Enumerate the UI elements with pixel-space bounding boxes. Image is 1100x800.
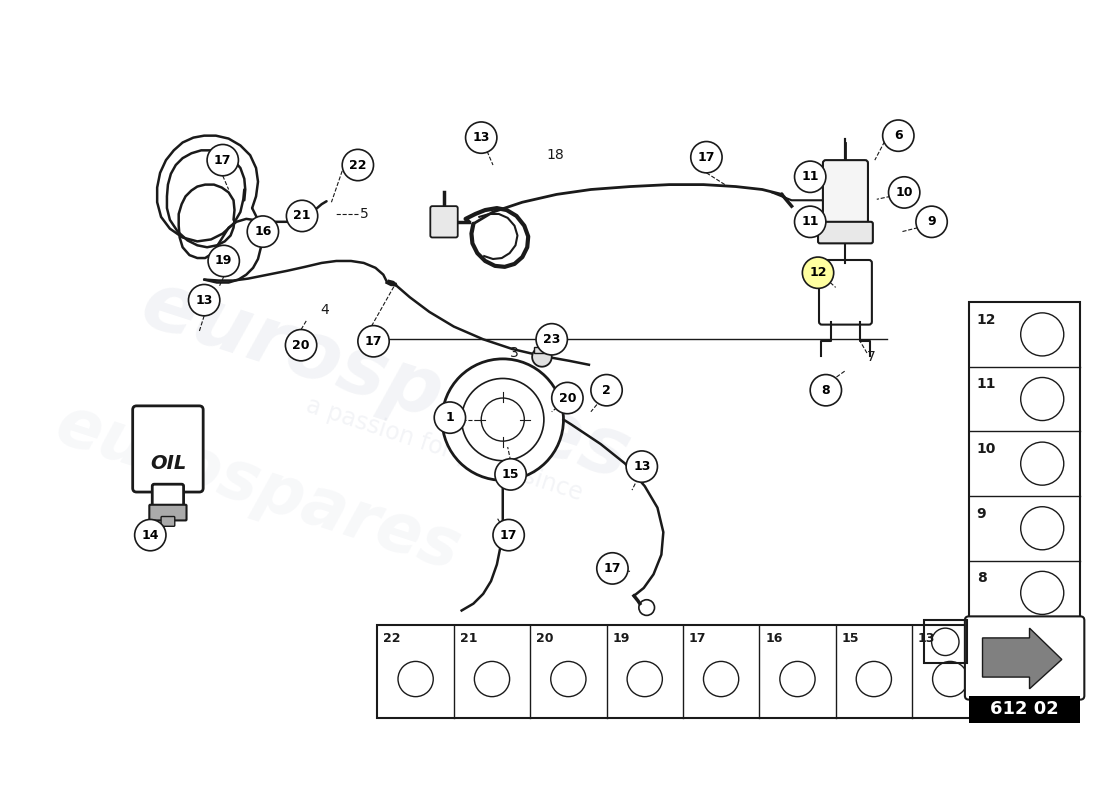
Circle shape: [597, 553, 628, 584]
Text: 12: 12: [977, 313, 997, 326]
Circle shape: [552, 382, 583, 414]
Text: 5: 5: [360, 207, 368, 221]
Circle shape: [882, 120, 914, 151]
Text: 20: 20: [293, 338, 310, 352]
Text: 22: 22: [383, 632, 400, 646]
Text: 21: 21: [294, 210, 311, 222]
Text: 8: 8: [822, 384, 830, 397]
Circle shape: [442, 359, 563, 480]
Text: 16: 16: [766, 632, 782, 646]
FancyBboxPatch shape: [150, 505, 187, 521]
Text: 16: 16: [254, 225, 272, 238]
Bar: [969, 302, 1080, 625]
Text: eurospares: eurospares: [131, 265, 639, 496]
Text: 9: 9: [977, 506, 987, 521]
Text: 23: 23: [543, 333, 560, 346]
Text: 10: 10: [895, 186, 913, 199]
Polygon shape: [982, 628, 1062, 689]
Text: a passion for parts since: a passion for parts since: [302, 393, 585, 505]
Circle shape: [626, 451, 658, 482]
Text: 612 02: 612 02: [990, 700, 1059, 718]
Circle shape: [285, 330, 317, 361]
Text: 17: 17: [689, 632, 706, 646]
Circle shape: [188, 285, 220, 316]
Circle shape: [342, 150, 374, 181]
Text: 4: 4: [320, 303, 329, 317]
Text: OIL: OIL: [150, 454, 186, 473]
Circle shape: [493, 519, 525, 550]
Text: 22: 22: [349, 158, 366, 171]
Circle shape: [802, 257, 834, 288]
FancyBboxPatch shape: [161, 517, 175, 526]
Text: 3: 3: [510, 346, 519, 360]
Text: 17: 17: [214, 154, 231, 166]
Text: 19: 19: [613, 632, 630, 646]
Text: 11: 11: [802, 170, 818, 183]
Circle shape: [536, 324, 568, 355]
Text: 20: 20: [536, 632, 553, 646]
FancyBboxPatch shape: [818, 222, 873, 243]
Circle shape: [591, 374, 623, 406]
FancyBboxPatch shape: [965, 616, 1085, 699]
Text: 8: 8: [977, 571, 987, 585]
Text: 17: 17: [604, 562, 622, 575]
Text: 13: 13: [196, 294, 212, 306]
Text: 19: 19: [214, 254, 232, 267]
Circle shape: [495, 458, 526, 490]
Circle shape: [916, 206, 947, 238]
Text: 15: 15: [502, 468, 519, 481]
FancyBboxPatch shape: [133, 406, 204, 492]
Circle shape: [794, 206, 826, 238]
FancyBboxPatch shape: [823, 160, 868, 230]
Text: 14: 14: [142, 529, 160, 542]
Text: 13: 13: [473, 131, 490, 144]
Text: 11: 11: [977, 378, 997, 391]
Text: 18: 18: [547, 148, 564, 162]
Bar: [969, 696, 1080, 723]
Circle shape: [286, 200, 318, 232]
Circle shape: [811, 374, 842, 406]
Text: 6: 6: [894, 129, 903, 142]
Text: 11: 11: [802, 215, 818, 228]
Circle shape: [691, 142, 722, 173]
Circle shape: [532, 347, 552, 366]
Bar: [377, 625, 989, 718]
FancyBboxPatch shape: [430, 206, 458, 238]
Text: 17: 17: [499, 529, 517, 542]
Circle shape: [207, 145, 239, 176]
Text: 20: 20: [559, 391, 576, 405]
Text: 13: 13: [634, 460, 650, 473]
Circle shape: [889, 177, 920, 208]
Bar: [924, 620, 967, 663]
Text: eurospares: eurospares: [47, 392, 469, 585]
Text: 21: 21: [460, 632, 477, 646]
Circle shape: [208, 246, 240, 277]
Circle shape: [134, 519, 166, 550]
Circle shape: [248, 216, 278, 247]
Text: 15: 15: [842, 632, 859, 646]
Text: 7: 7: [867, 350, 876, 364]
Circle shape: [794, 161, 826, 193]
Bar: [535, 347, 550, 353]
Circle shape: [434, 402, 465, 434]
Text: 9: 9: [927, 215, 936, 228]
Circle shape: [358, 326, 389, 357]
Text: 12: 12: [810, 266, 827, 279]
Circle shape: [465, 122, 497, 154]
Text: 17: 17: [365, 334, 383, 348]
FancyBboxPatch shape: [152, 484, 184, 510]
Text: 2: 2: [602, 384, 610, 397]
Text: 17: 17: [697, 150, 715, 164]
Text: 13: 13: [917, 632, 935, 646]
Text: 1: 1: [446, 411, 454, 424]
Text: 10: 10: [977, 442, 996, 456]
